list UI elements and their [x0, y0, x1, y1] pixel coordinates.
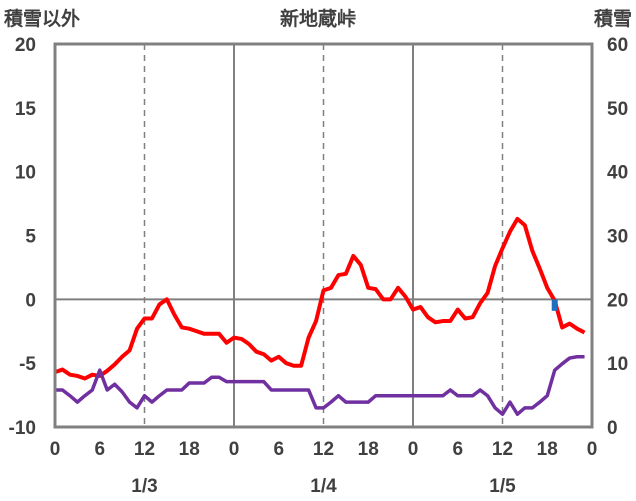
gridlines [55, 44, 592, 427]
x-tick-label: 12 [134, 439, 155, 460]
right-axis-label: 積雪 [594, 7, 632, 30]
x-tick-label: 18 [537, 439, 558, 460]
y-tick-label-left: 5 [25, 227, 36, 248]
x-tick-label: 18 [358, 439, 379, 460]
y-tick-label-left: 15 [15, 99, 37, 120]
chart-title: 新地蔵峠 [280, 7, 356, 30]
x-tick-label: 0 [50, 439, 61, 460]
left-axis-label: 積雪以外 [4, 7, 80, 30]
y-tick-label-right: 50 [607, 99, 628, 120]
x-tick-label: 12 [313, 439, 334, 460]
x-tick-label: 18 [179, 439, 200, 460]
x-tick-label: 0 [229, 439, 240, 460]
y-tick-label-right: 40 [607, 163, 628, 184]
y-tick-label-left: -10 [9, 418, 36, 439]
x-tick-label: 12 [492, 439, 513, 460]
x-tick-label: 6 [94, 439, 105, 460]
y-tick-label-left: -5 [19, 354, 36, 375]
plot-frame [53, 42, 594, 429]
date-label: 1/4 [310, 476, 337, 497]
y-tick-label-right: 20 [607, 290, 628, 311]
date-label: 1/5 [489, 476, 516, 497]
y-tick-label-right: 10 [607, 354, 628, 375]
series-line-right-1 [55, 355, 585, 416]
date-label: 1/3 [131, 476, 157, 497]
y-tick-label-left: 10 [15, 163, 36, 184]
y-tick-label-right: 0 [607, 418, 618, 439]
x-tick-label: 0 [587, 439, 598, 460]
y-tick-label-right: 30 [607, 227, 628, 248]
bar [551, 299, 558, 311]
x-tick-label: 6 [452, 439, 463, 460]
series-layer [54, 216, 586, 416]
x-tick-label: 6 [273, 439, 284, 460]
x-tick-label: 0 [408, 439, 419, 460]
y-tick-label-left: 0 [25, 290, 36, 311]
series-line-left-0 [54, 216, 586, 381]
y-tick-label-left: 20 [15, 35, 36, 56]
y-tick-label-right: 60 [607, 35, 628, 56]
